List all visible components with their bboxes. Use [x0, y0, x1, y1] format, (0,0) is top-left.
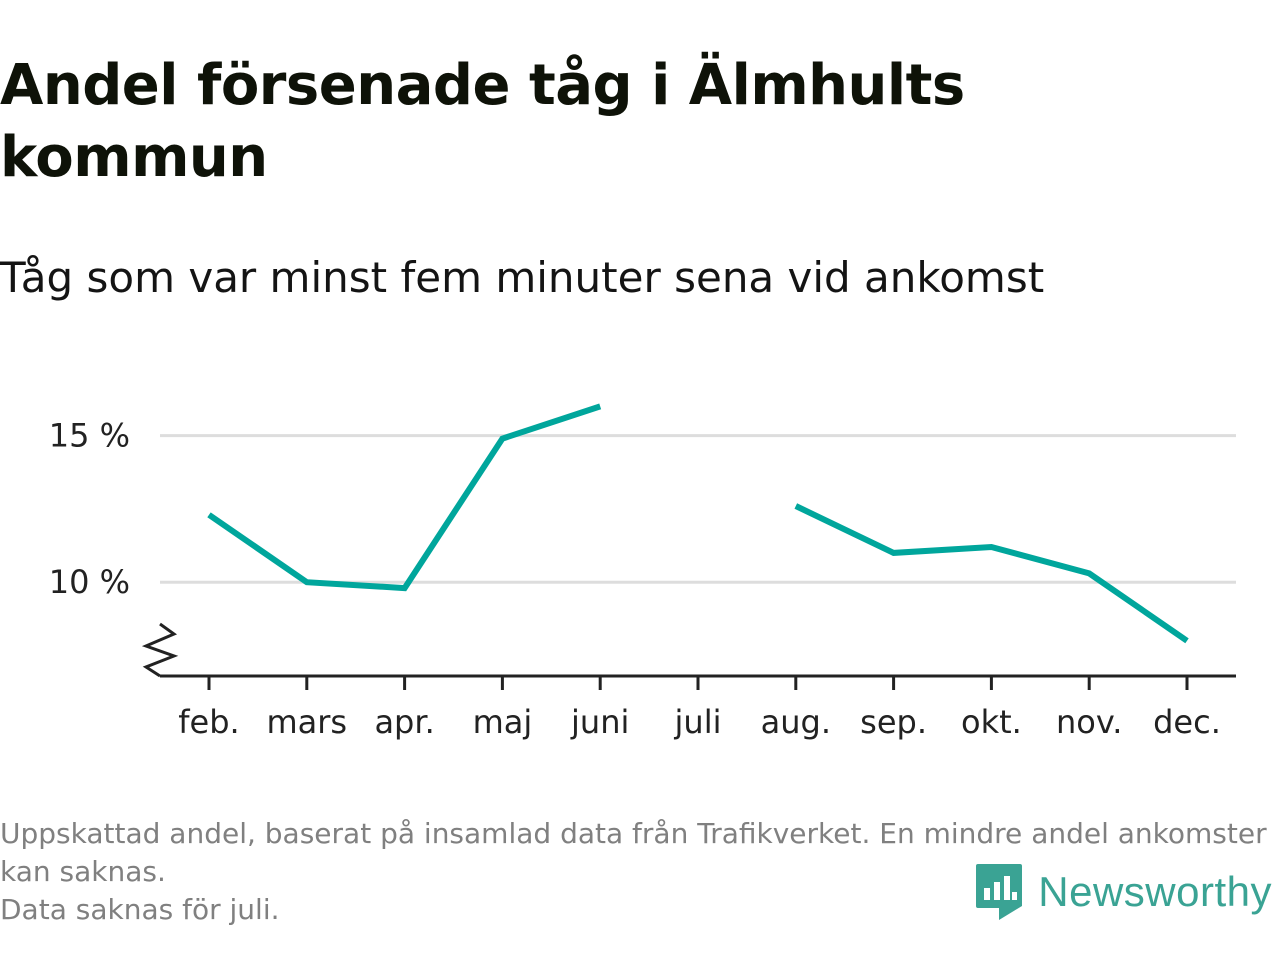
- axis-break-icon: [141, 622, 179, 678]
- x-axis: [141, 622, 1236, 678]
- footnote-missing-data: Data saknas för juli.: [0, 893, 280, 926]
- line-chart: 10 % 15 % feb. mars apr. maj juni juli aug. sep.…: [49, 403, 1236, 741]
- y-tick-label: 10 %: [49, 563, 130, 601]
- x-tick-label: okt.: [961, 703, 1022, 741]
- footnote: Uppskattad andel, baserat på insamlad da…: [0, 815, 1270, 929]
- y-tick-label: 15 %: [49, 417, 130, 455]
- gridlines: [160, 434, 1236, 584]
- series-line: [794, 503, 1189, 644]
- x-axis-ticks: feb. mars apr. maj juni juli aug. sep. okt. nov. d…: [178, 676, 1221, 741]
- x-tick-label: dec.: [1153, 703, 1221, 741]
- x-tick-label: maj: [473, 703, 533, 741]
- x-tick-label: juli: [674, 703, 722, 741]
- x-tick-label: feb.: [178, 703, 239, 741]
- x-tick-label: apr.: [374, 703, 434, 741]
- brand-name: Newsworthy: [1038, 868, 1272, 915]
- y-axis-ticks: 10 % 15 %: [49, 417, 130, 602]
- chart-subtitle: Tåg som var minst fem minuter sena vid a…: [0, 253, 1045, 302]
- footnote-source: Uppskattad andel, baserat på insamlad da…: [0, 817, 1267, 888]
- chart-title: Andel försenade tåg i Älmhults kommun: [0, 53, 965, 190]
- x-tick-label: aug.: [761, 703, 831, 741]
- x-tick-label: juni: [570, 703, 629, 741]
- series-lines: [207, 403, 1189, 644]
- series-line: [207, 403, 602, 592]
- bar-chart-badge-icon: [976, 864, 1023, 920]
- x-tick-label: nov.: [1056, 703, 1122, 741]
- x-tick-label: mars: [266, 703, 347, 741]
- brand-logo: Newsworthy: [974, 862, 1272, 922]
- x-tick-label: sep.: [860, 703, 927, 741]
